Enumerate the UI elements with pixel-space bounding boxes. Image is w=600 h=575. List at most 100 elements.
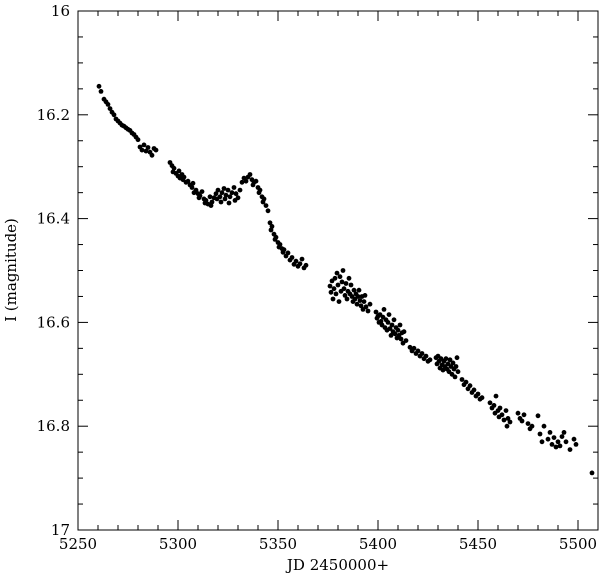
- x-tick-label: 5500: [559, 535, 597, 553]
- data-point: [341, 286, 347, 292]
- data-point: [387, 326, 393, 331]
- data-point: [388, 333, 394, 338]
- data-point: [559, 434, 565, 439]
- data-point: [395, 327, 401, 333]
- axis-ticks: [77, 10, 599, 531]
- data-point: [145, 145, 151, 150]
- data-point: [218, 199, 224, 205]
- data-point: [333, 291, 339, 297]
- data-point: [407, 344, 413, 350]
- data-point: [243, 178, 249, 184]
- data-point: [354, 301, 360, 307]
- data-point: [415, 348, 421, 354]
- data-point: [497, 405, 503, 411]
- data-point: [96, 83, 102, 89]
- data-point: [467, 383, 473, 389]
- data-point: [328, 289, 334, 295]
- data-point: [553, 444, 559, 450]
- data-point: [231, 185, 237, 190]
- data-point: [346, 275, 352, 281]
- x-tick-label: 5300: [159, 535, 197, 553]
- data-point: [343, 281, 349, 286]
- data-point: [208, 203, 214, 209]
- data-point: [525, 421, 531, 426]
- data-point: [515, 410, 521, 416]
- data-point: [557, 443, 563, 449]
- data-point: [213, 191, 219, 197]
- data-point: [373, 309, 379, 315]
- data-point: [381, 307, 387, 312]
- data-point: [227, 194, 233, 200]
- data-point: [239, 179, 245, 185]
- data-point: [330, 296, 336, 302]
- data-point: [199, 189, 205, 195]
- data-point: [299, 256, 305, 262]
- data-point: [111, 112, 117, 118]
- data-point: [571, 436, 577, 442]
- data-point: [398, 336, 404, 342]
- data-point: [337, 274, 343, 280]
- data-point: [289, 255, 295, 260]
- data-point: [563, 439, 569, 445]
- data-point: [455, 369, 461, 375]
- data-point: [443, 356, 449, 362]
- data-point: [327, 283, 333, 289]
- data-point: [501, 417, 507, 423]
- y-axis-title: I (magnitude): [2, 218, 20, 322]
- data-point: [401, 329, 407, 335]
- data-point: [171, 165, 177, 171]
- data-point: [411, 345, 417, 351]
- data-point: [226, 200, 232, 206]
- plot-frame: [77, 10, 599, 531]
- data-point: [185, 178, 191, 184]
- data-point: [237, 187, 243, 193]
- axis-tick-labels: 5250 5300 5350 5400 5450 5500 16 16.2 16.4 16.6 16…: [37, 2, 598, 553]
- data-point: [367, 301, 373, 307]
- y-tick-label: 16.4: [37, 210, 70, 228]
- x-tick-label: 5350: [259, 535, 297, 553]
- data-point: [499, 412, 505, 418]
- data-point: [351, 287, 357, 293]
- data-point: [235, 195, 241, 201]
- data-point: [427, 357, 433, 363]
- x-tick-label: 5250: [59, 535, 97, 553]
- data-point: [189, 185, 195, 190]
- data-point: [217, 194, 223, 200]
- data-point: [447, 357, 453, 363]
- data-point: [268, 227, 274, 233]
- data-point: [358, 303, 364, 309]
- data-point: [332, 275, 338, 281]
- y-tick-label: 16.6: [37, 313, 70, 331]
- data-point: [507, 419, 513, 425]
- data-point: [537, 431, 543, 437]
- data-point: [335, 282, 341, 288]
- data-point: [519, 418, 525, 424]
- data-point: [535, 413, 541, 419]
- data-point: [555, 439, 561, 445]
- data-point: [505, 416, 511, 421]
- data-point: [363, 304, 369, 310]
- data-point: [225, 187, 231, 193]
- data-point: [391, 317, 397, 323]
- data-point: [504, 423, 510, 429]
- data-points: [96, 83, 595, 476]
- data-point: [385, 320, 391, 325]
- data-point: [197, 193, 203, 199]
- data-point: [547, 430, 553, 435]
- x-tick-label: 5450: [459, 535, 497, 553]
- data-point: [357, 298, 363, 303]
- data-point: [336, 299, 342, 304]
- data-point: [105, 102, 111, 107]
- data-point: [257, 187, 263, 193]
- data-point: [342, 293, 348, 298]
- data-point: [219, 190, 225, 196]
- data-point: [149, 152, 155, 158]
- data-point: [487, 400, 493, 406]
- data-point: [397, 322, 403, 328]
- data-point: [491, 403, 497, 408]
- data-point: [493, 393, 499, 399]
- data-point: [362, 293, 368, 298]
- data-point: [567, 447, 573, 452]
- data-point: [453, 364, 459, 369]
